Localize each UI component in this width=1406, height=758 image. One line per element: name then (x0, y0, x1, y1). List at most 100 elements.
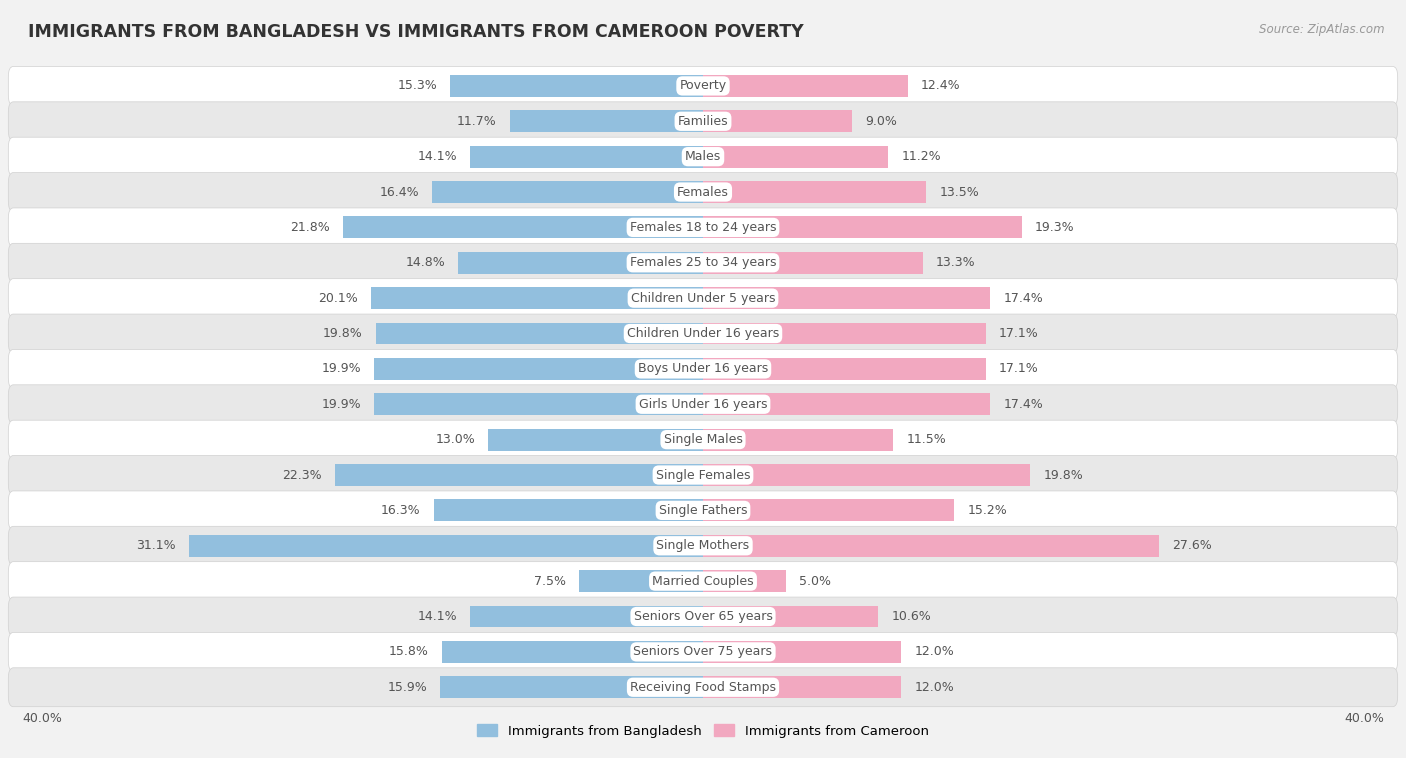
Text: 15.3%: 15.3% (398, 80, 437, 92)
FancyBboxPatch shape (8, 420, 1398, 459)
Text: Single Males: Single Males (664, 433, 742, 446)
FancyBboxPatch shape (8, 314, 1398, 353)
Bar (470, 146, 703, 168)
Text: 19.9%: 19.9% (322, 398, 361, 411)
Text: Females 25 to 34 years: Females 25 to 34 years (630, 256, 776, 269)
Text: Families: Families (678, 114, 728, 128)
Text: 19.8%: 19.8% (1043, 468, 1083, 481)
Bar (703, 676, 901, 698)
Text: 15.8%: 15.8% (389, 645, 429, 659)
Bar (190, 535, 703, 556)
FancyBboxPatch shape (8, 456, 1398, 494)
Bar (703, 252, 922, 274)
Text: Single Fathers: Single Fathers (659, 504, 747, 517)
Bar (433, 500, 703, 522)
Text: Females 18 to 24 years: Females 18 to 24 years (630, 221, 776, 234)
Text: 19.3%: 19.3% (1035, 221, 1074, 234)
Text: 11.5%: 11.5% (907, 433, 946, 446)
FancyBboxPatch shape (8, 668, 1398, 706)
Text: Single Mothers: Single Mothers (657, 539, 749, 553)
Text: Poverty: Poverty (679, 80, 727, 92)
FancyBboxPatch shape (8, 137, 1398, 176)
Bar (343, 217, 703, 238)
Text: 15.9%: 15.9% (388, 681, 427, 694)
Text: 11.2%: 11.2% (901, 150, 941, 163)
Bar (432, 181, 703, 203)
Text: 13.5%: 13.5% (939, 186, 979, 199)
FancyBboxPatch shape (8, 102, 1398, 141)
Bar (703, 287, 990, 309)
Bar (335, 464, 703, 486)
FancyBboxPatch shape (8, 526, 1398, 565)
Text: 14.8%: 14.8% (405, 256, 446, 269)
FancyBboxPatch shape (8, 67, 1398, 105)
Text: 10.6%: 10.6% (891, 610, 931, 623)
Text: Children Under 16 years: Children Under 16 years (627, 327, 779, 340)
FancyBboxPatch shape (8, 562, 1398, 600)
Bar (703, 464, 1031, 486)
Text: Receiving Food Stamps: Receiving Food Stamps (630, 681, 776, 694)
FancyBboxPatch shape (8, 632, 1398, 672)
Text: Single Females: Single Females (655, 468, 751, 481)
Text: 15.2%: 15.2% (967, 504, 1007, 517)
Text: 17.4%: 17.4% (1004, 398, 1043, 411)
Text: 27.6%: 27.6% (1173, 539, 1212, 553)
Text: 17.4%: 17.4% (1004, 292, 1043, 305)
Text: 16.4%: 16.4% (380, 186, 419, 199)
Bar (703, 393, 990, 415)
Text: IMMIGRANTS FROM BANGLADESH VS IMMIGRANTS FROM CAMEROON POVERTY: IMMIGRANTS FROM BANGLADESH VS IMMIGRANTS… (28, 23, 804, 41)
Text: Married Couples: Married Couples (652, 575, 754, 587)
Bar (450, 75, 703, 97)
Bar (703, 111, 852, 132)
Bar (470, 606, 703, 628)
Bar (703, 535, 1159, 556)
FancyBboxPatch shape (8, 349, 1398, 388)
Bar (374, 393, 703, 415)
Text: 12.4%: 12.4% (921, 80, 960, 92)
Bar (703, 75, 908, 97)
Text: 13.0%: 13.0% (436, 433, 475, 446)
Text: 31.1%: 31.1% (136, 539, 176, 553)
Bar (703, 641, 901, 662)
FancyBboxPatch shape (8, 173, 1398, 211)
Text: 22.3%: 22.3% (281, 468, 322, 481)
Text: Children Under 5 years: Children Under 5 years (631, 292, 775, 305)
Bar (371, 287, 703, 309)
Text: Girls Under 16 years: Girls Under 16 years (638, 398, 768, 411)
Text: Seniors Over 65 years: Seniors Over 65 years (634, 610, 772, 623)
Text: 5.0%: 5.0% (799, 575, 831, 587)
Text: 14.1%: 14.1% (418, 610, 457, 623)
Bar (703, 429, 893, 450)
Bar (703, 181, 927, 203)
Bar (374, 358, 703, 380)
Bar (375, 323, 703, 344)
Bar (703, 358, 986, 380)
Text: 17.1%: 17.1% (998, 327, 1039, 340)
Text: 14.1%: 14.1% (418, 150, 457, 163)
FancyBboxPatch shape (8, 491, 1398, 530)
FancyBboxPatch shape (8, 243, 1398, 282)
Text: 9.0%: 9.0% (865, 114, 897, 128)
Bar (703, 500, 955, 522)
Text: 12.0%: 12.0% (914, 645, 955, 659)
Text: Boys Under 16 years: Boys Under 16 years (638, 362, 768, 375)
Text: Males: Males (685, 150, 721, 163)
Bar (440, 676, 703, 698)
Bar (703, 146, 889, 168)
FancyBboxPatch shape (8, 597, 1398, 636)
Bar (510, 111, 703, 132)
Bar (703, 606, 879, 628)
Text: 20.1%: 20.1% (318, 292, 357, 305)
Bar (488, 429, 703, 450)
Text: 16.3%: 16.3% (381, 504, 420, 517)
Text: Source: ZipAtlas.com: Source: ZipAtlas.com (1260, 23, 1385, 36)
Text: 7.5%: 7.5% (534, 575, 565, 587)
Legend: Immigrants from Bangladesh, Immigrants from Cameroon: Immigrants from Bangladesh, Immigrants f… (472, 719, 934, 743)
Text: 17.1%: 17.1% (998, 362, 1039, 375)
Bar (441, 641, 703, 662)
Text: 19.8%: 19.8% (323, 327, 363, 340)
Text: 19.9%: 19.9% (322, 362, 361, 375)
Text: 12.0%: 12.0% (914, 681, 955, 694)
Text: Females: Females (678, 186, 728, 199)
Text: 21.8%: 21.8% (290, 221, 329, 234)
